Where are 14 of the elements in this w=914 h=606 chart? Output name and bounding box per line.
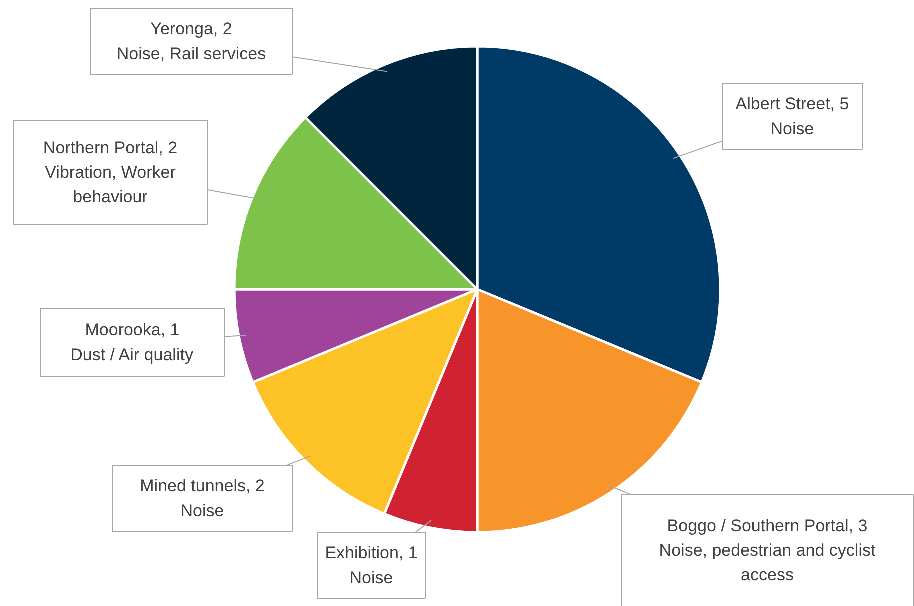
slice-label: Northern Portal, 2 [43,138,178,158]
slice-label: Moorooka, 1 [85,320,180,340]
slice-label: Boggo / Southern Portal, 3 [667,516,868,536]
text: Noise, Rail services [116,44,266,64]
text: Noise [350,568,394,588]
text: Dust / Air quality [70,345,194,364]
slice-label: Yeronga, 2 [150,20,232,39]
slice-label: Exhibition, 1 [325,544,418,563]
text: Noise [180,501,224,520]
text: Vibration, Worker behaviour [45,163,176,207]
slice-label: Albert Street, 5 [736,94,850,114]
text: Noise [770,119,814,138]
text: Noise, pedestrian and cyclist access [659,541,876,585]
slice-label: Mined tunnels, 2 [140,476,265,496]
